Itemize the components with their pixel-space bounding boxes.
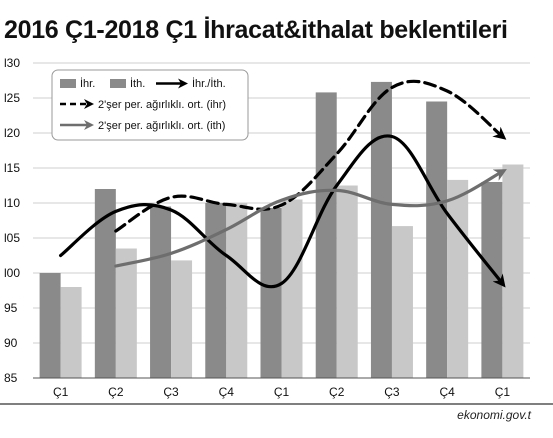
y-tick-label: 85 (4, 371, 18, 385)
legend-label-ith: İth. (130, 77, 145, 90)
bar-ihr (315, 92, 337, 379)
x-tick-label: Ç1 (274, 385, 290, 399)
bar-ihr (150, 206, 172, 378)
y-tick-label: l10 (4, 196, 20, 210)
legend-box (51, 69, 249, 141)
bar-ihr (260, 207, 282, 378)
y-tick-label: l20 (4, 126, 20, 140)
legend-label-avg-ith: 2'şer per. ağırlıklı. ort. (ith) (98, 120, 225, 132)
legend-label-ihr: İhr. (80, 77, 95, 90)
source-label: ekonomi.gov.t (457, 408, 531, 422)
bar-ith (391, 226, 413, 378)
legend-label-ihr-ith: İhr./İth. (192, 77, 226, 90)
bar-ihr (39, 273, 61, 378)
bar-ith (502, 164, 524, 378)
y-tick-label: l30 (4, 56, 20, 70)
bar-ihr (370, 81, 392, 379)
x-tick-label: Ç1 (495, 385, 511, 399)
x-tick-label: Ç4 (219, 385, 235, 399)
x-tick-label: Ç2 (329, 385, 345, 399)
bar-ith (336, 185, 358, 378)
line-avg-ith (114, 169, 507, 268)
legend-label-avg-ihr: 2'şer per. ağırlıklı. ort. (ihr) (98, 99, 226, 111)
chart-title: 2016 Ç1-2018 Ç1 İhracat&ithalat beklenti… (4, 16, 508, 44)
x-tick-label: Ç3 (163, 385, 179, 399)
y-tick-label: l00 (4, 266, 20, 280)
y-tick-label: l15 (4, 161, 20, 175)
y-tick-label: 95 (4, 301, 18, 315)
bar-ith (226, 203, 248, 378)
y-tick-label: l25 (4, 91, 20, 105)
x-tick-label: Ç1 (53, 385, 69, 399)
bar-ihr (205, 203, 227, 378)
legend-swatch-ihr (60, 79, 76, 88)
y-tick-label: l05 (4, 231, 20, 245)
bar-ihr (94, 189, 116, 378)
bar-ith (281, 199, 303, 378)
x-tick-label: Ç2 (108, 385, 124, 399)
line-avg-ihr (114, 79, 507, 233)
legend-swatch-ith (110, 79, 126, 88)
bar-ith (447, 179, 469, 378)
bar-ihr (481, 182, 503, 378)
x-tick-label: Ç3 (384, 385, 400, 399)
y-tick-label: 90 (4, 336, 18, 350)
line-ihr-ith (59, 134, 506, 289)
bar-ith (115, 248, 137, 378)
bar-ihr (426, 101, 448, 378)
bar-ith (171, 260, 193, 378)
x-tick-label: Ç4 (439, 385, 455, 399)
bar-ith (60, 287, 82, 378)
